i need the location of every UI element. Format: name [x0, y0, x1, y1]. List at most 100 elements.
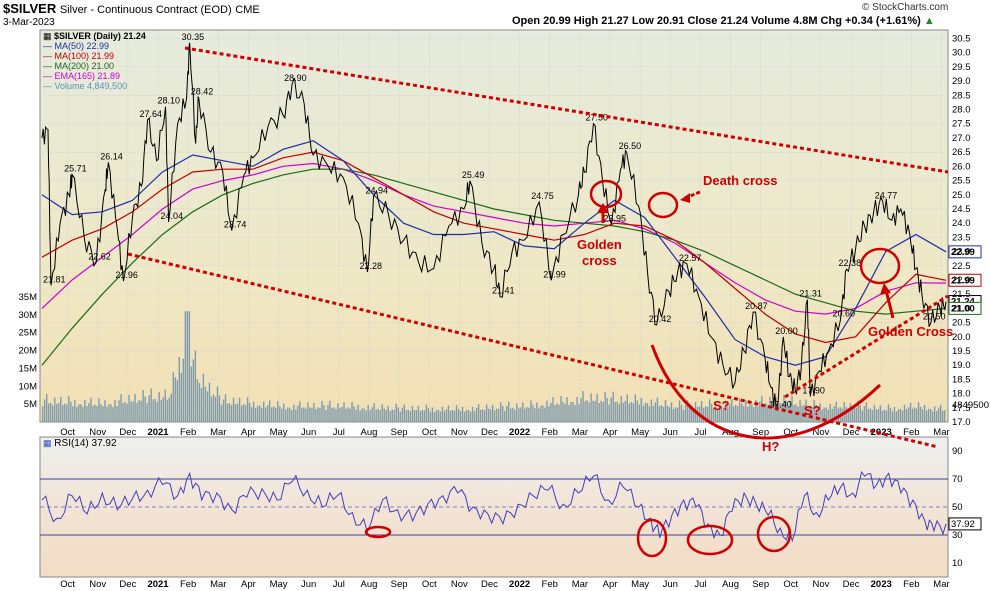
volume-bar: [104, 400, 106, 422]
volume-bar: [114, 399, 116, 422]
price-tick-label: 23.0: [952, 247, 971, 258]
price-value-label: 23.95: [604, 214, 627, 224]
rsi-x-tick-label: Jun: [301, 579, 316, 590]
volume-bar: [166, 399, 168, 422]
volume-bar: [628, 403, 630, 422]
volume-bar: [819, 403, 821, 422]
rsi-x-tick-label: Mar: [210, 579, 226, 590]
volume-bar: [419, 411, 422, 422]
volume-bar: [897, 409, 900, 422]
rsi-tick-label: 30: [952, 530, 963, 541]
rsi-x-tick-label: Dec: [843, 579, 860, 590]
volume-bar: [835, 401, 837, 422]
price-tick-label: 21.5: [952, 289, 971, 300]
price-value-label: 21.31: [799, 289, 822, 299]
legend-label: Volume 4,849,500: [54, 81, 128, 91]
rsi-legend-icon: ▦: [43, 438, 52, 448]
death-cross-circle: [647, 191, 679, 219]
volume-bar: [710, 404, 713, 422]
price-tick-label: 28.0: [952, 105, 971, 116]
golden-arrow-2: [884, 289, 895, 319]
volume-bar: [108, 404, 110, 422]
right-value-badge-text: 22.99: [951, 247, 975, 258]
price-tick-label: 20.0: [952, 332, 971, 343]
volume-bar: [518, 408, 520, 422]
lower-trendline: [127, 252, 939, 449]
volume-bar: [138, 400, 140, 422]
volume-bar: [401, 408, 403, 422]
volume-bar: [307, 402, 309, 422]
volume-bar: [186, 311, 189, 422]
volume-bar: [783, 394, 785, 422]
volume-bar: [516, 403, 518, 422]
volume-bar: [831, 409, 833, 422]
volume-bar: [387, 405, 389, 422]
price-tick-label: 22.5: [952, 261, 971, 272]
x-tick-label: Jun: [663, 427, 678, 438]
x-tick-label: Mar: [210, 427, 226, 438]
golden-arrowhead-2: [880, 283, 891, 295]
volume-bar: [397, 407, 399, 422]
x-tick-label: Feb: [542, 427, 558, 438]
volume-bar: [287, 407, 289, 422]
volume-tick-label: 10M: [19, 381, 38, 392]
volume-bar: [572, 402, 574, 422]
volume-bar: [337, 403, 339, 422]
volume-bar: [116, 406, 118, 422]
volume-bar: [650, 399, 653, 422]
volume-bar: [202, 373, 205, 422]
x-tick-label: Jul: [333, 427, 345, 438]
price-tick-label: 29.0: [952, 76, 971, 87]
price-tick-label: 19.5: [952, 346, 971, 357]
volume-bar: [118, 400, 120, 422]
volume-tick-label: 15M: [19, 363, 38, 374]
volume-bar: [562, 401, 564, 422]
price-line: [41, 42, 947, 411]
volume-bar: [907, 407, 910, 422]
rsi-x-tick-label: Jul: [694, 579, 706, 590]
volume-bar: [496, 408, 498, 422]
volume-bar: [238, 397, 241, 422]
volume-bar: [415, 409, 418, 422]
price-value-label: 21.81: [43, 274, 66, 284]
x-tick-label: May: [270, 427, 288, 438]
exchange: CME: [235, 4, 260, 16]
volume-bar: [889, 407, 892, 422]
s1-label: S?: [713, 398, 730, 413]
legend-label: MA(200) 21.00: [54, 61, 115, 71]
volume-tick-label: 5M: [24, 399, 37, 410]
symbol: $SILVER: [3, 1, 57, 16]
rsi-tick-label: 10: [952, 558, 963, 569]
volume-bar: [266, 405, 269, 422]
volume-bar: [891, 411, 894, 422]
volume-bar: [735, 404, 737, 422]
right-value-badge: [948, 273, 982, 287]
volume-bar: [42, 406, 44, 422]
price-value-label: 20.60: [833, 309, 856, 319]
volume-bar: [461, 406, 464, 422]
volume-bar: [706, 406, 709, 422]
volume-bar: [538, 408, 540, 422]
volume-bar: [371, 407, 373, 422]
volume-bar: [321, 400, 323, 422]
volume-bar: [230, 405, 233, 422]
volume-bar: [672, 408, 675, 422]
volume-bar: [110, 404, 112, 422]
rsi-circle-4: [756, 515, 792, 553]
price-tick-label: 26.0: [952, 161, 971, 172]
ema165-line: [41, 162, 947, 315]
x-tick-label: Oct: [783, 427, 798, 438]
volume-bar: [602, 401, 604, 422]
volume-bar: [560, 396, 562, 422]
volume-bar: [520, 407, 522, 422]
price-tick-label: 23.5: [952, 232, 971, 243]
volume-bar: [72, 406, 74, 422]
volume-bar: [725, 401, 727, 422]
volume-bar: [82, 406, 84, 422]
volume-bar: [62, 405, 64, 422]
price-value-label: 24.75: [531, 191, 554, 201]
header-ohlc: Open 20.99 High 21.27 Low 20.91 Close 21…: [512, 15, 935, 27]
volume-bar: [871, 410, 874, 422]
rsi-x-tick-label: Dec: [119, 579, 136, 590]
volume-bar: [869, 408, 872, 422]
